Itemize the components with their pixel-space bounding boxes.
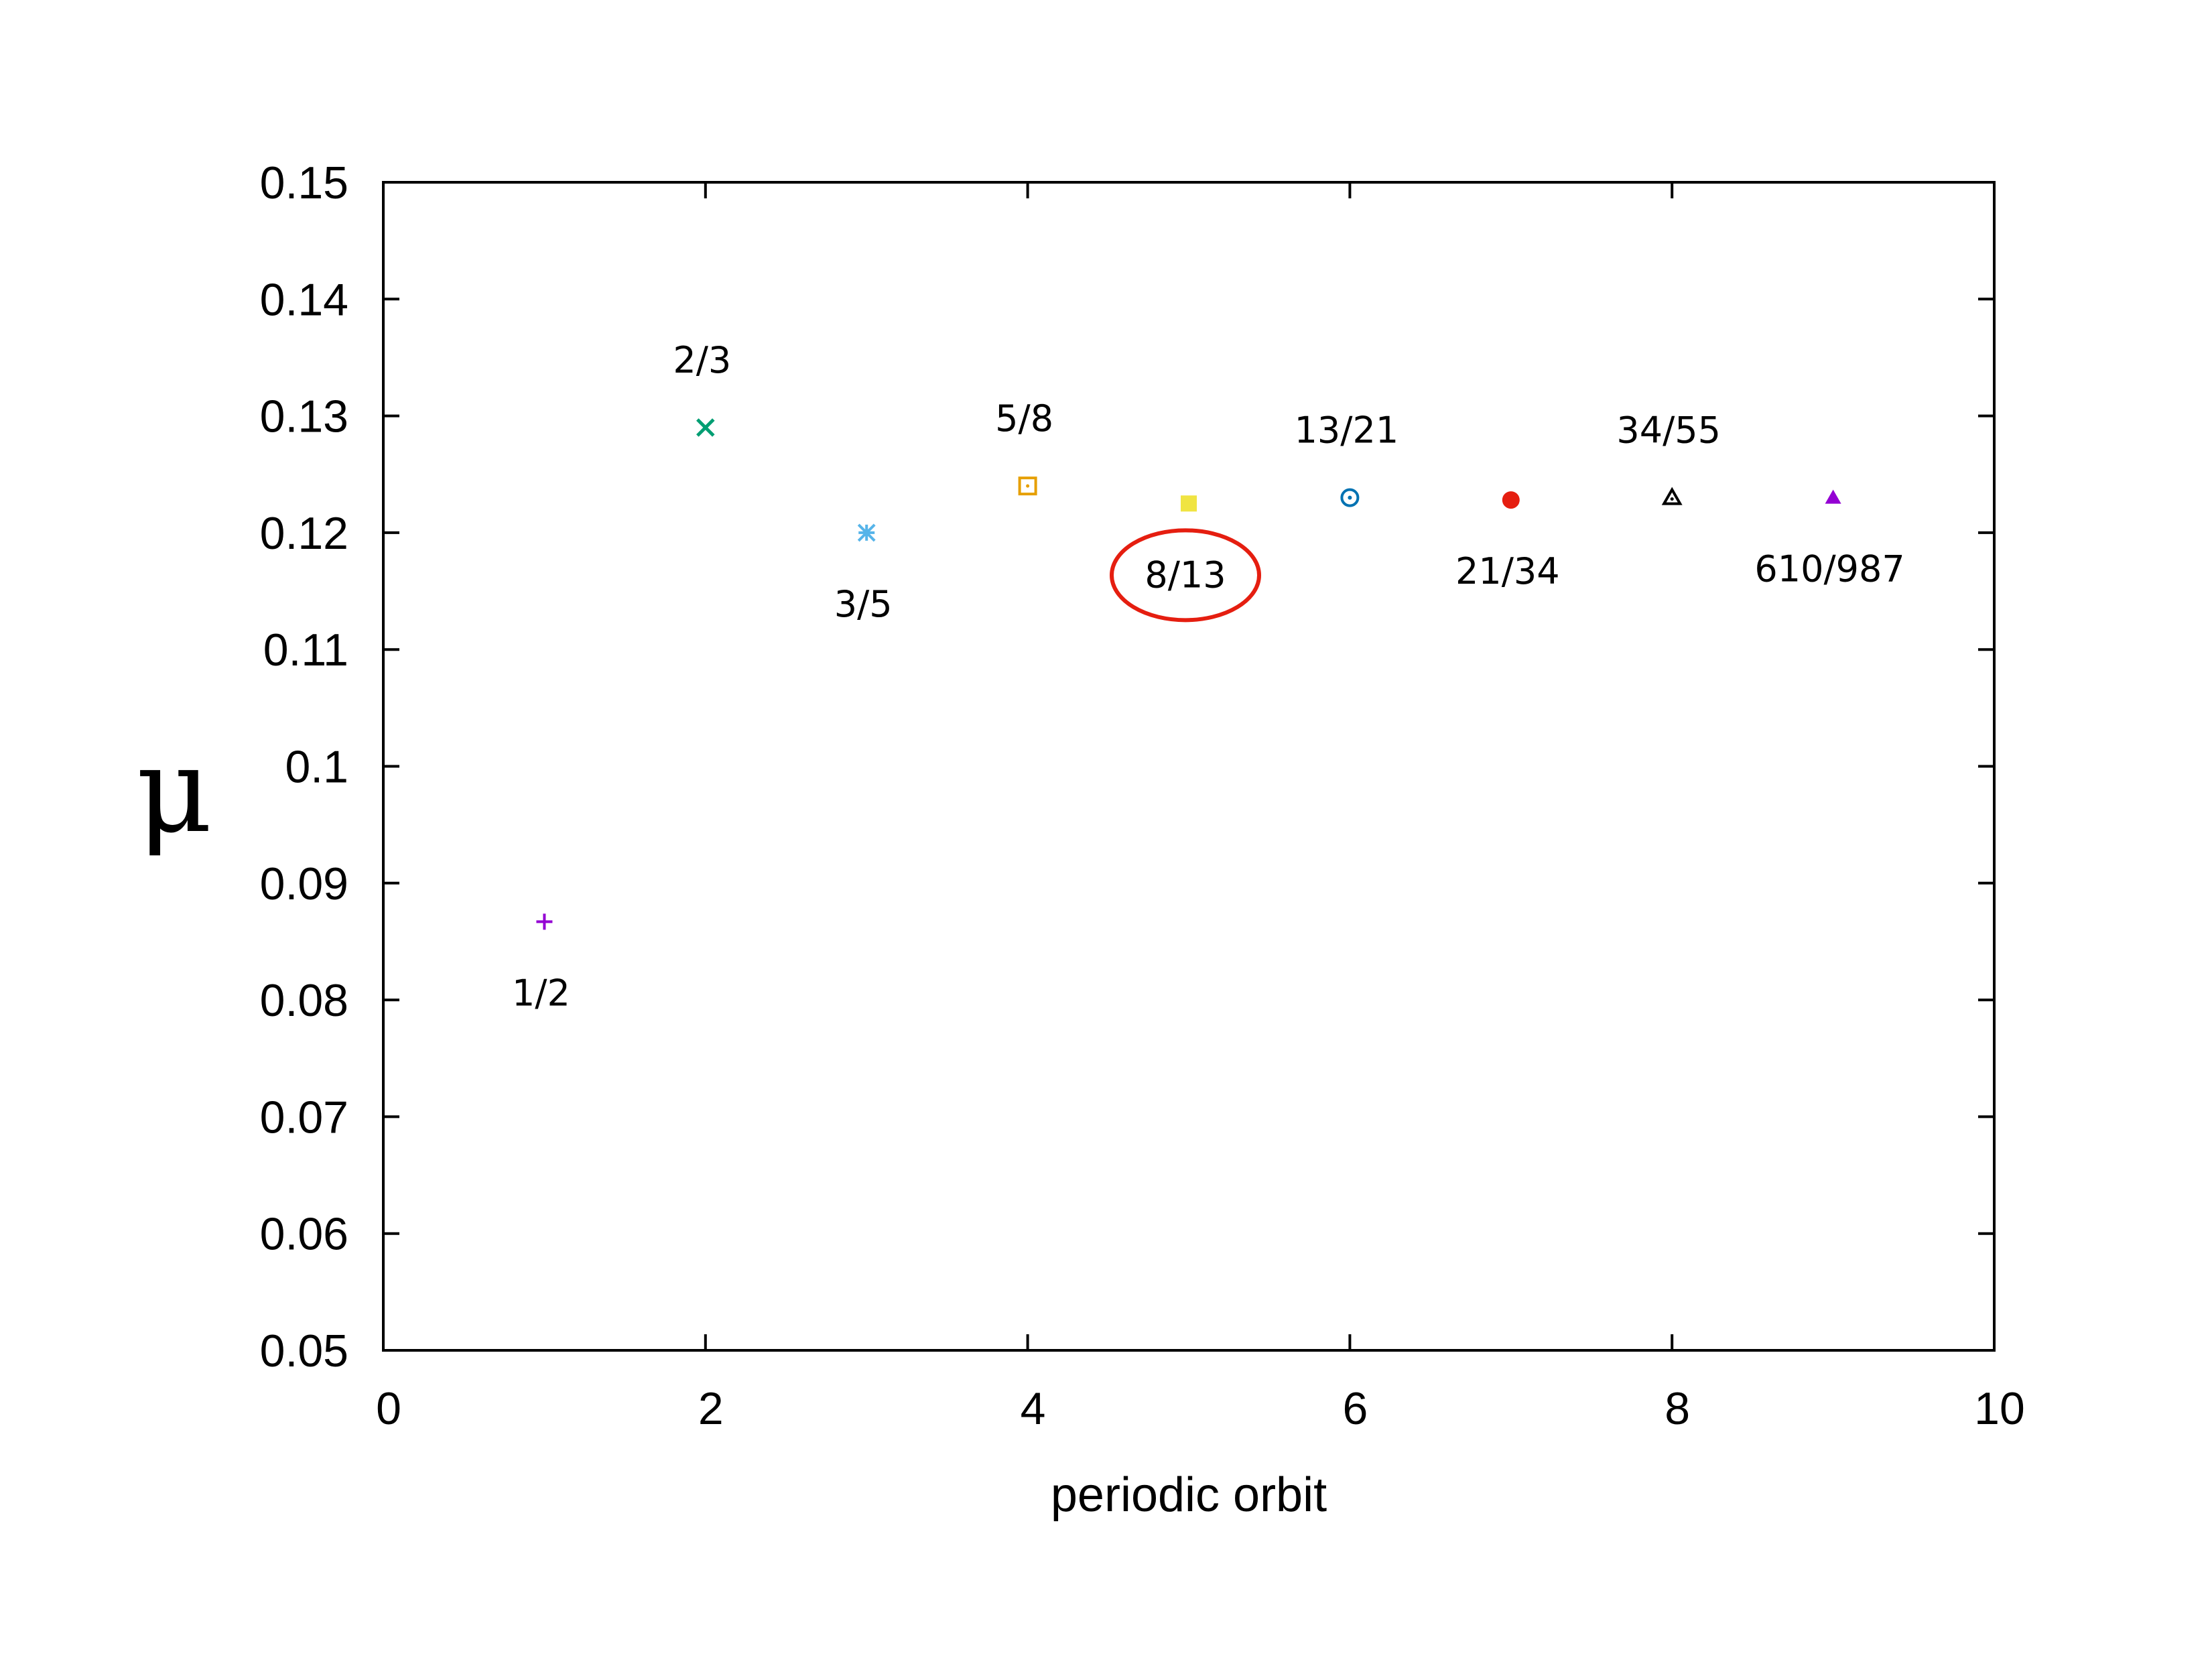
filled-triangle-marker [1825, 489, 1841, 504]
square-center-dot [1026, 484, 1030, 488]
x-tick-label-2: 4 [1021, 1383, 1046, 1434]
data-point-5-8 [1018, 476, 1037, 496]
x-tick-label-4: 8 [1665, 1383, 1690, 1434]
square-marker [1018, 476, 1037, 496]
x-tick-label-5: 10 [1974, 1383, 2025, 1434]
x-tick-label-3: 6 [1342, 1383, 1368, 1434]
point-label-610-987: 610/987 [1754, 548, 1904, 590]
point-labels: 1/2 2/3 3/5 5/8 8/13 13/21 21/34 34/55 610/987 [512, 339, 1905, 1014]
triangle-marker [1661, 487, 1683, 505]
circle-center-dot [1348, 495, 1352, 500]
point-label-13-21: 13/21 [1295, 409, 1399, 452]
data-point-1-2 [536, 913, 553, 930]
data-point-8-13 [1181, 495, 1197, 512]
y-axis-label: μ [136, 723, 212, 859]
y-tick-label-7: 0.12 [260, 508, 348, 559]
filled-square-marker [1181, 495, 1197, 512]
point-label-1-2: 1/2 [512, 972, 570, 1014]
plot-area [382, 181, 1996, 1352]
y-tick-label-8: 0.13 [260, 391, 348, 442]
data-point-610-987 [1825, 489, 1841, 504]
data-point-13-21 [1340, 488, 1360, 507]
circle-marker [1340, 488, 1360, 507]
point-label-3-5: 3/5 [834, 583, 893, 625]
point-label-2-3: 2/3 [673, 339, 731, 381]
x-tick-label-0: 0 [376, 1383, 401, 1434]
triangle-center-dot [1670, 497, 1674, 501]
data-point-34-55 [1661, 487, 1683, 505]
y-tick-label-9: 0.14 [260, 274, 348, 325]
asterisk-marker [857, 523, 876, 542]
y-tick-label-0: 0.05 [260, 1326, 348, 1376]
x-tick-label-1: 2 [698, 1383, 724, 1434]
x-axis-label: periodic orbit [1051, 1468, 1327, 1522]
y-tick-label-4: 0.09 [260, 858, 348, 909]
y-tick-label-2: 0.07 [260, 1092, 348, 1143]
y-axis: 0.05 0.06 0.07 0.08 0.09 0.1 0.11 0.12 0.13 0.14 0… [260, 157, 1994, 1376]
data-points [536, 418, 1841, 930]
y-tick-label-3: 0.08 [260, 975, 348, 1026]
point-label-34-55: 34/55 [1616, 409, 1721, 452]
highlight-ellipse [1110, 528, 1261, 623]
y-tick-label-1: 0.06 [260, 1209, 348, 1260]
data-point-21-34 [1502, 491, 1520, 509]
x-axis: 0 2 4 6 8 10 [376, 182, 2025, 1434]
y-tick-label-10: 0.15 [260, 157, 348, 208]
y-tick-label-6: 0.11 [263, 625, 348, 676]
point-label-21-34: 21/34 [1455, 550, 1560, 592]
point-label-5-8: 5/8 [995, 397, 1053, 440]
point-label-8-13: 8/13 [1145, 554, 1226, 596]
data-point-2-3 [696, 418, 715, 437]
filled-circle-marker [1502, 491, 1520, 509]
plus-marker [536, 913, 553, 930]
y-tick-label-5: 0.1 [285, 742, 348, 793]
cross-marker [696, 418, 715, 437]
data-point-3-5 [857, 523, 876, 542]
